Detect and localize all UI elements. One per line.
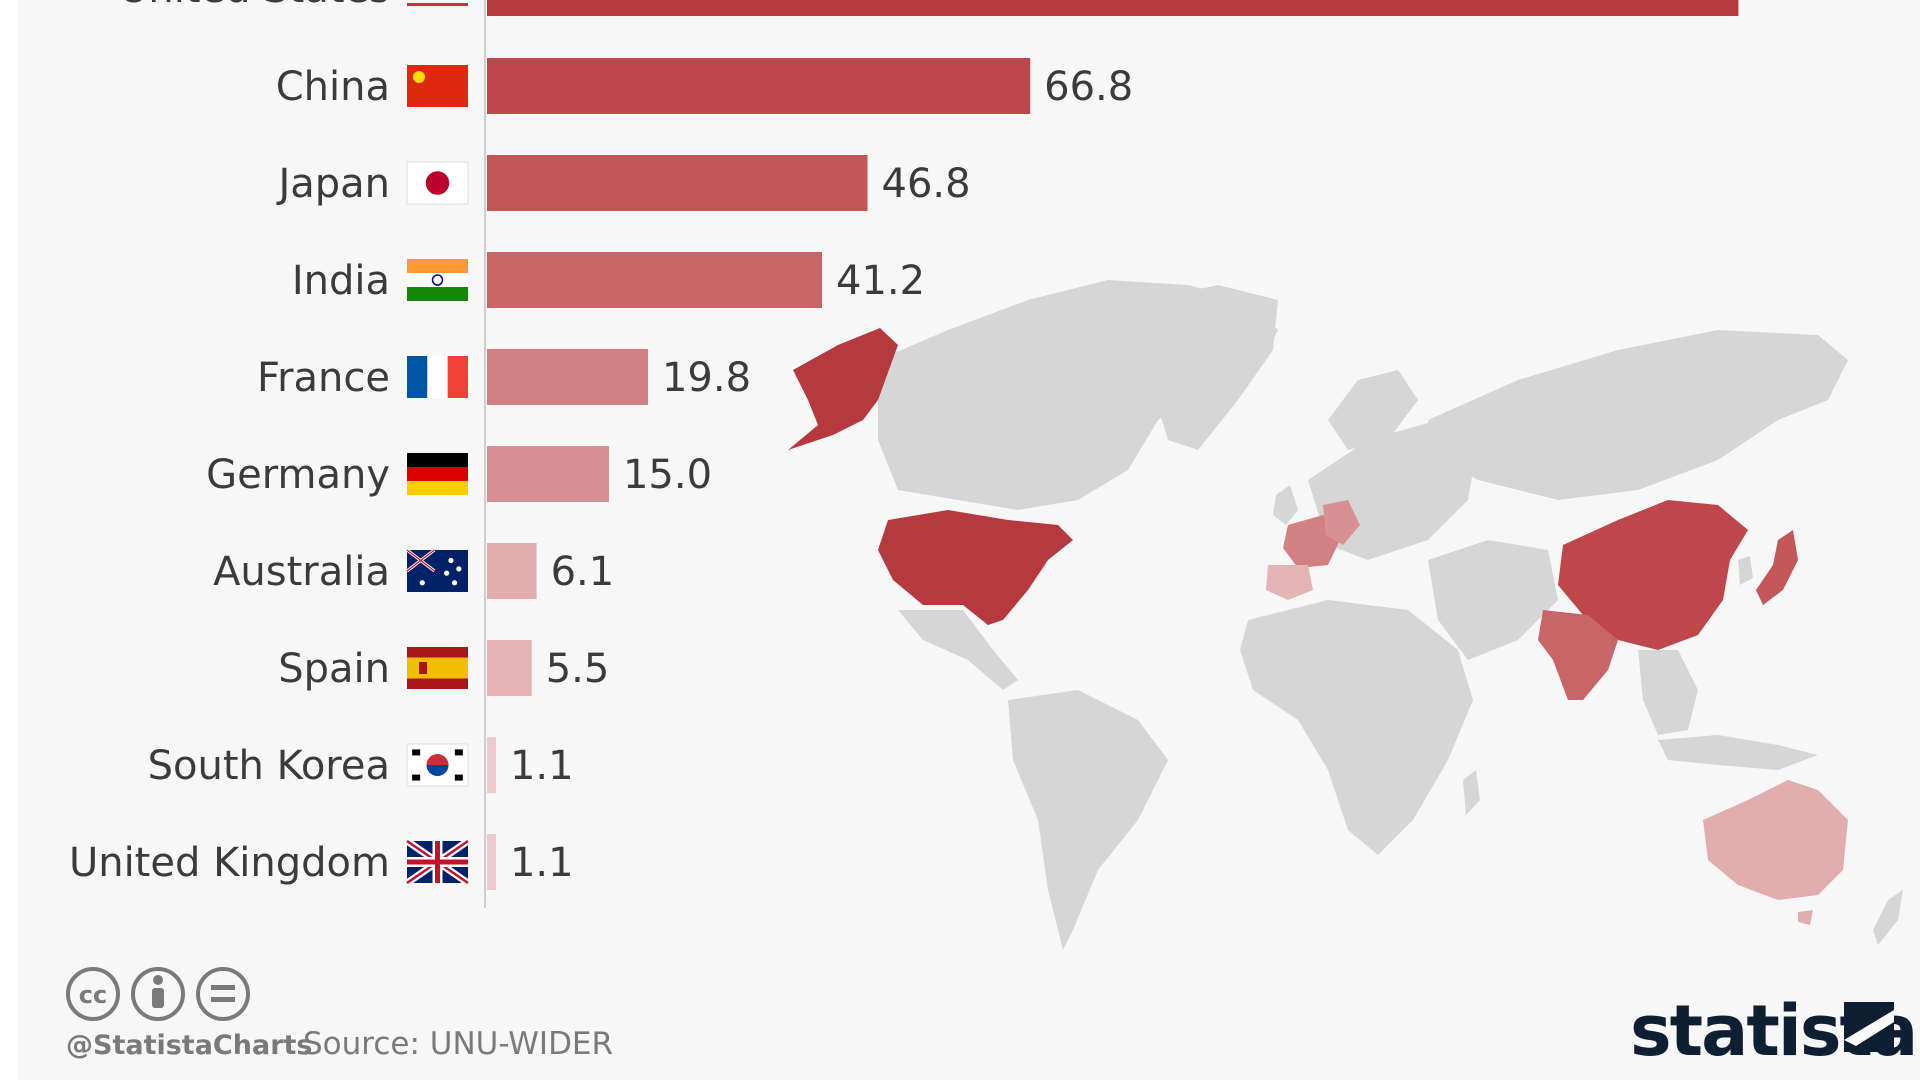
bar-spain (487, 640, 532, 696)
value-label: 41.2 (836, 258, 925, 304)
map-scandinavia (1328, 370, 1418, 450)
au-flag-icon (406, 548, 468, 592)
bar-china (487, 58, 1031, 114)
value-label: 46.8 (882, 161, 971, 207)
map-japan (1756, 530, 1798, 605)
category-label: Germany (206, 452, 390, 498)
bars-group (487, 0, 1739, 890)
es-flag-icon (407, 647, 468, 689)
bar-france (487, 349, 648, 405)
map-southeast-asia (1638, 650, 1698, 735)
bar-india (487, 252, 823, 308)
category-label: France (257, 355, 390, 401)
flags-group (405, 3, 470, 886)
world-map (788, 280, 1903, 950)
map-tasmania (1798, 910, 1813, 925)
nd-icon (196, 967, 250, 1021)
map-korea (1738, 556, 1753, 585)
value-label: 1.1 (510, 743, 574, 789)
map-africa (1240, 600, 1473, 855)
map-middle-east (1428, 540, 1558, 660)
license-icons: cc (66, 967, 250, 1021)
category-label: South Korea (148, 743, 390, 789)
value-label: 1.1 (510, 840, 574, 886)
bar-united-states (487, 0, 1739, 16)
infographic-canvas: United States China Japan India France German… (18, 0, 1920, 1080)
value-label: 66.8 (1044, 64, 1133, 110)
map-uk (1273, 485, 1298, 525)
map-australia (1703, 780, 1848, 900)
bar-south-korea (487, 737, 496, 793)
map-indonesia (1658, 735, 1818, 770)
gb-flag-icon (405, 838, 470, 886)
in-flag-icon (407, 259, 468, 301)
value-labels: 66.8 46.8 41.2 19.8 15.0 6.1 5.5 1.1 1.1 (510, 64, 1133, 886)
footer-source: Source: UNU-WIDER (303, 1026, 613, 1062)
map-india (1538, 610, 1618, 700)
statista-logo-mark-icon (1844, 1002, 1894, 1052)
bar-australia (487, 543, 537, 599)
kr-flag-icon (406, 743, 469, 787)
map-china (1558, 500, 1748, 650)
value-label: 15.0 (623, 452, 712, 498)
map-south-america (1008, 690, 1168, 950)
map-mexico (898, 610, 1018, 690)
cc-icon: cc (66, 967, 120, 1021)
value-label: 5.5 (546, 646, 610, 692)
map-russia (1428, 330, 1848, 500)
map-germany (1323, 500, 1360, 545)
map-new-zealand (1873, 890, 1903, 945)
map-greenland (1148, 285, 1278, 450)
map-madagascar (1463, 770, 1480, 815)
de-flag-icon (407, 453, 468, 495)
bar-japan (487, 155, 868, 211)
map-spain (1266, 565, 1313, 600)
category-label: China (276, 64, 390, 110)
value-label: 6.1 (551, 549, 615, 595)
category-label: Spain (278, 646, 390, 692)
category-label: Australia (213, 549, 390, 595)
category-label: India (292, 258, 390, 304)
bar-germany (487, 446, 609, 502)
svg-text:cc: cc (79, 981, 107, 1009)
footer-handle: @StatistaCharts (66, 1030, 312, 1061)
bar-chart-with-map: United States China Japan India France German… (66, 0, 1918, 1072)
category-labels: United States China Japan India France German… (69, 0, 390, 886)
category-label: United States (119, 0, 390, 12)
jp-flag-icon (406, 161, 469, 205)
us-flag-icon (407, 3, 468, 6)
category-label: Japan (275, 161, 390, 207)
fr-flag-icon (407, 356, 468, 398)
value-label: 19.8 (662, 355, 751, 401)
by-icon (131, 967, 185, 1021)
map-alaska (788, 328, 898, 450)
bar-united-kingdom (487, 834, 496, 890)
cn-flag-icon (407, 65, 468, 107)
map-usa (878, 510, 1073, 625)
category-label: United Kingdom (69, 840, 390, 886)
